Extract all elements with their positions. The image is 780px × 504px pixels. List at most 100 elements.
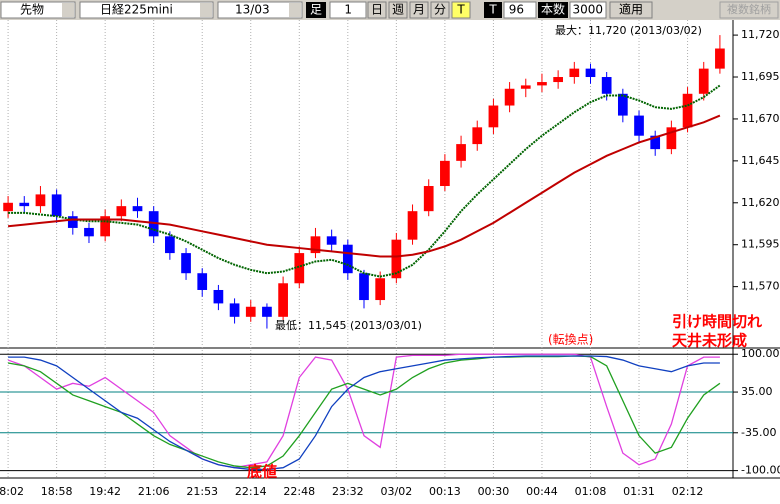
x-tick-label: 00:30: [478, 485, 510, 498]
period: 96: [509, 3, 524, 17]
bar-label: 足: [310, 3, 322, 17]
candle-body: [245, 306, 256, 317]
candle-body: [132, 206, 143, 212]
line-series: [7, 353, 720, 469]
contract-text: 13/03: [235, 3, 270, 17]
dropdown-arrow[interactable]: [200, 3, 212, 17]
candle-body: [537, 82, 547, 86]
candle-body: [456, 144, 466, 161]
dropdown-arrow[interactable]: [289, 3, 301, 17]
x-tick-label: 23:32: [332, 485, 364, 498]
count-input[interactable]: [569, 1, 607, 19]
candle-body: [326, 236, 337, 245]
apply-button[interactable]: [609, 1, 653, 19]
annotation: (転換点): [548, 333, 593, 347]
week-label: 週: [392, 3, 404, 17]
candle-body: [51, 194, 62, 217]
candle-body: [553, 77, 563, 83]
count-label: 本数: [541, 2, 565, 17]
minute-label: 分: [434, 3, 446, 17]
t-label: T: [488, 3, 497, 17]
x-tick-label: 02:12: [672, 485, 704, 498]
tick-button[interactable]: [451, 1, 471, 19]
month-label: 月: [413, 3, 425, 17]
y-tick-label: -100.00: [741, 464, 780, 477]
toolbar-items: 先物 日経225mini 13/03 足 1 日 週 月 分 T T 96 本数…: [0, 1, 779, 19]
annotation: 最大：11,720 (2013/03/02): [555, 23, 702, 37]
candle-body: [84, 227, 94, 237]
market-text: 先物: [20, 3, 44, 17]
x-tick-label: 19:42: [89, 485, 121, 498]
annotation: 最低：11,545 (2013/03/01): [275, 319, 422, 332]
multi-button[interactable]: [719, 1, 779, 19]
x-tick-label: 18:02: [0, 485, 24, 498]
bar-size: 1: [344, 3, 352, 17]
minute-button[interactable]: [430, 1, 450, 19]
candle-body: [3, 202, 13, 212]
x-tick-label: 01:31: [623, 485, 655, 498]
week-button[interactable]: [388, 1, 408, 19]
period-input[interactable]: [503, 1, 537, 19]
candle-body: [294, 253, 305, 284]
annotation: 天井未形成: [672, 332, 747, 350]
candle-body: [229, 303, 240, 317]
apply-label: 適用: [619, 2, 643, 17]
line-series: [8, 355, 720, 471]
candle-body: [407, 211, 418, 240]
candle-body: [375, 278, 386, 301]
y-tick-label: 35.00: [741, 385, 773, 398]
y-tick-label: 11,595: [741, 238, 780, 251]
y-tick-label: 11,645: [741, 154, 780, 167]
candle-body: [504, 88, 515, 106]
multi-label: 複数銘柄: [727, 2, 771, 16]
day-button[interactable]: [367, 1, 387, 19]
y-tick-label: 11,570: [741, 280, 780, 293]
candle-body: [715, 48, 725, 69]
candle-body: [19, 202, 30, 207]
candle-body: [634, 115, 644, 136]
symbol-select[interactable]: [79, 1, 214, 19]
month-button[interactable]: [409, 1, 429, 19]
candle-body: [100, 216, 111, 237]
contract-select[interactable]: [217, 1, 303, 19]
candle-body: [488, 105, 499, 128]
market-select[interactable]: [0, 1, 76, 19]
line-series: [7, 114, 721, 258]
bar-label-box: [306, 2, 326, 18]
candle-body: [520, 85, 531, 89]
candle-body: [278, 283, 288, 317]
bar-size-input[interactable]: [329, 1, 367, 19]
x-tick-label: 00:44: [526, 485, 558, 498]
line-series: [8, 84, 721, 278]
candle-body: [585, 68, 596, 78]
candle-body: [310, 236, 321, 254]
candle-body: [601, 77, 612, 94]
count: 3000: [572, 3, 603, 17]
candle-body: [472, 127, 483, 145]
candle-body: [666, 127, 677, 150]
candle-body: [35, 194, 46, 207]
line-series: [7, 355, 721, 469]
x-tick-label: 18:58: [41, 485, 73, 498]
candle-body: [682, 93, 693, 128]
x-tick-label: 22:48: [283, 485, 315, 498]
tick-label: T: [456, 3, 465, 17]
day-label: 日: [371, 3, 383, 17]
candle-body: [213, 289, 224, 304]
candle-body: [423, 186, 434, 212]
symbol-text: 日経225mini: [100, 3, 173, 17]
candle-body: [197, 273, 208, 290]
candle-body: [342, 244, 353, 274]
candle-body: [262, 306, 272, 317]
y-tick-label: 11,620: [741, 196, 780, 209]
candle-body: [67, 216, 78, 228]
candle-body: [617, 93, 628, 116]
x-tick-label: 21:06: [138, 485, 170, 498]
candle-body: [165, 236, 175, 254]
y-tick-label: 11,695: [741, 70, 780, 83]
dropdown-arrow[interactable]: [62, 3, 74, 17]
x-tick-label: 00:13: [429, 485, 461, 498]
y-tick-label: 11,720: [741, 28, 780, 41]
